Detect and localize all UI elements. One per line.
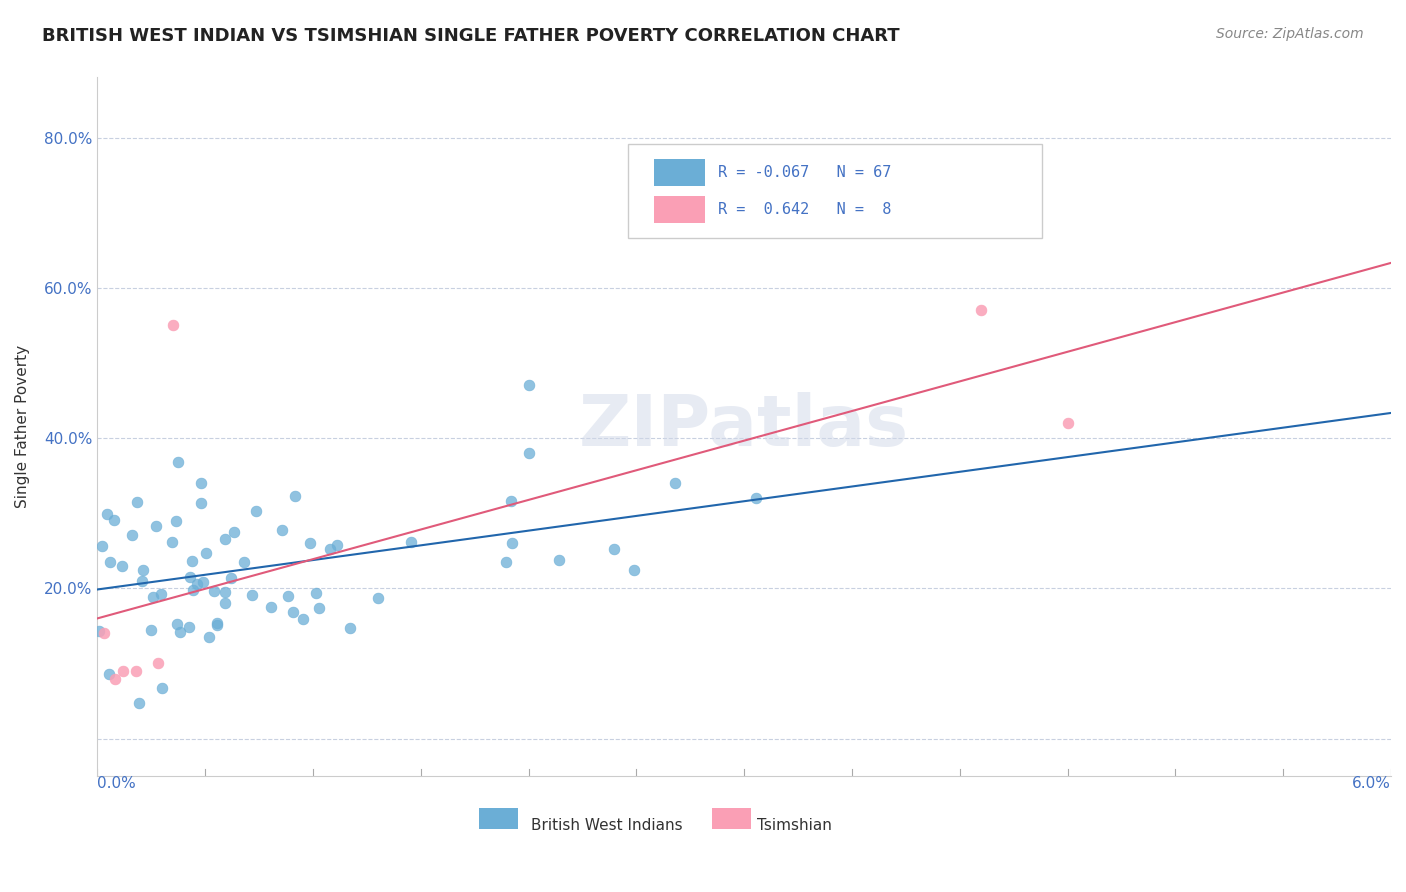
Point [181, 554, 204, 568]
Point [149, 587, 172, 601]
Point [305, 585, 328, 599]
Point [125, 664, 148, 678]
Point [308, 601, 330, 615]
Point [103, 672, 125, 686]
Point [179, 570, 201, 584]
Point [162, 535, 184, 549]
Point [198, 630, 221, 644]
Text: ZIPatlas: ZIPatlas [579, 392, 910, 461]
Point [970, 303, 993, 318]
Point [214, 596, 236, 610]
Point [202, 583, 225, 598]
Point [111, 559, 134, 574]
Point [214, 585, 236, 599]
Point [495, 554, 517, 568]
Point [277, 589, 299, 603]
Point [142, 590, 165, 604]
Point [548, 552, 571, 566]
FancyBboxPatch shape [627, 144, 1042, 238]
Text: R = -0.067   N = 67: R = -0.067 N = 67 [718, 165, 891, 180]
Point [1056, 416, 1078, 430]
Y-axis label: Single Father Poverty: Single Father Poverty [15, 345, 30, 508]
Point [499, 493, 522, 508]
Point [132, 564, 155, 578]
FancyBboxPatch shape [654, 196, 706, 223]
Point [232, 555, 254, 569]
Point [319, 541, 342, 556]
Point [190, 475, 212, 490]
Point [284, 489, 307, 503]
Point [325, 538, 347, 552]
Point [190, 496, 212, 510]
Point [214, 532, 236, 546]
Point [166, 617, 188, 632]
Text: 6.0%: 6.0% [1353, 776, 1391, 791]
Point [121, 528, 143, 542]
Point [205, 616, 228, 631]
FancyBboxPatch shape [654, 159, 706, 186]
Point [291, 612, 314, 626]
Point [179, 620, 201, 634]
Text: 0.0%: 0.0% [97, 776, 136, 791]
Point [260, 600, 283, 615]
Point [89, 624, 111, 638]
Point [399, 535, 422, 549]
Point [224, 524, 246, 539]
Point [517, 446, 540, 460]
Point [169, 625, 191, 640]
Text: Tsimshian: Tsimshian [756, 818, 832, 833]
Point [166, 455, 188, 469]
Point [205, 617, 228, 632]
Point [141, 623, 163, 637]
Point [501, 536, 523, 550]
Point [195, 546, 218, 560]
Point [367, 591, 389, 605]
FancyBboxPatch shape [479, 807, 517, 829]
Point [131, 574, 153, 588]
Point [283, 606, 305, 620]
Point [186, 577, 208, 591]
Point [240, 588, 263, 602]
Point [145, 519, 167, 533]
Point [93, 626, 115, 640]
Point [128, 696, 150, 710]
Point [664, 475, 686, 490]
Point [162, 318, 184, 333]
Point [103, 513, 125, 527]
Point [193, 574, 215, 589]
Point [112, 664, 135, 678]
Point [96, 507, 118, 521]
Point [146, 657, 169, 671]
Point [245, 504, 267, 518]
Point [271, 523, 294, 537]
Point [603, 541, 626, 556]
Point [744, 491, 766, 506]
Point [98, 555, 121, 569]
FancyBboxPatch shape [711, 807, 751, 829]
Point [623, 563, 645, 577]
Text: Source: ZipAtlas.com: Source: ZipAtlas.com [1216, 27, 1364, 41]
Point [299, 535, 322, 549]
Point [165, 514, 187, 528]
Point [125, 495, 148, 509]
Text: R =  0.642   N =  8: R = 0.642 N = 8 [718, 202, 891, 217]
Text: BRITISH WEST INDIAN VS TSIMSHIAN SINGLE FATHER POVERTY CORRELATION CHART: BRITISH WEST INDIAN VS TSIMSHIAN SINGLE … [42, 27, 900, 45]
Point [150, 681, 173, 695]
Point [219, 571, 242, 585]
Point [98, 666, 121, 681]
Point [517, 378, 540, 392]
Text: British West Indians: British West Indians [530, 818, 682, 833]
Point [339, 621, 361, 635]
Point [90, 539, 112, 553]
Point [181, 583, 204, 598]
